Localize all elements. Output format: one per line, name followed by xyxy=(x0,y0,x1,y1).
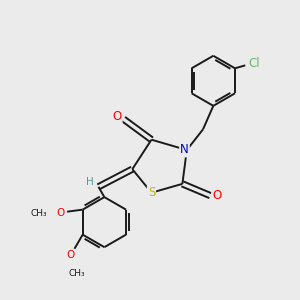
Text: O: O xyxy=(67,250,75,260)
Text: O: O xyxy=(212,189,221,202)
Text: CH₃: CH₃ xyxy=(68,268,85,278)
Text: S: S xyxy=(148,186,155,199)
Text: O: O xyxy=(112,110,122,123)
Text: Cl: Cl xyxy=(248,57,260,70)
Text: H: H xyxy=(86,176,94,187)
Text: O: O xyxy=(56,208,65,218)
Text: N: N xyxy=(180,143,189,157)
Text: CH₃: CH₃ xyxy=(31,209,47,218)
